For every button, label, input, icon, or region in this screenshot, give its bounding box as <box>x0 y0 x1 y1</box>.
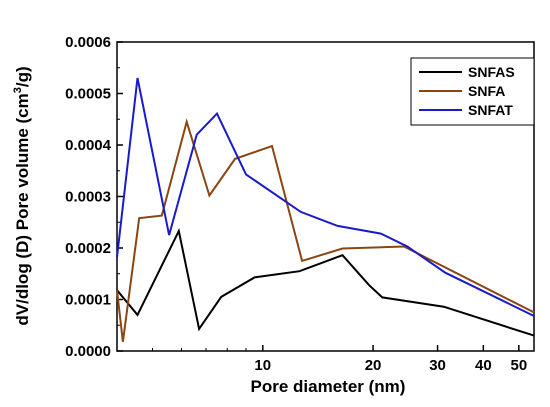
y-tick-label: 0.0006 <box>65 34 111 51</box>
x-tick-label: 50 <box>510 357 527 374</box>
y-tick-label: 0.0003 <box>65 189 111 206</box>
axes-layer: 0.0000 0.0001 0.0002 0.0003 0.0004 0.0005 0.00… <box>65 34 535 374</box>
x-tick-label: 10 <box>254 357 271 374</box>
series-line-snfat <box>116 77 535 317</box>
y-tick-label: 0.0001 <box>65 292 111 309</box>
legend-label-snfas: SNFAS <box>468 64 515 80</box>
series-line-snfas <box>116 227 535 337</box>
x-tick-label: 40 <box>475 357 492 374</box>
y-axis-title-superscript: 3 <box>12 87 24 93</box>
y-axis-title-end: /g) <box>13 66 32 87</box>
y-axis-title-main: dV/dlog (D) Pore volume (cm <box>13 93 32 325</box>
y-tick-label: 0.0005 <box>65 86 111 103</box>
y-tick-label: 0.0000 <box>65 343 111 360</box>
x-axis-title: Pore diameter (nm) <box>251 377 406 396</box>
legend: SNFAS SNFA SNFAT <box>410 57 535 126</box>
x-tick-label: 20 <box>365 357 382 374</box>
series-layer <box>116 77 535 342</box>
y-tick-label: 0.0004 <box>65 137 112 154</box>
x-tick-label: 30 <box>429 357 446 374</box>
series-line-snfa <box>116 118 535 342</box>
y-tick-label: 0.0002 <box>65 240 111 257</box>
legend-label-snfat: SNFAT <box>468 102 513 118</box>
y-axis-title: dV/dlog (D) Pore volume (cm3/g) <box>12 66 32 325</box>
legend-label-snfa: SNFA <box>468 83 505 99</box>
